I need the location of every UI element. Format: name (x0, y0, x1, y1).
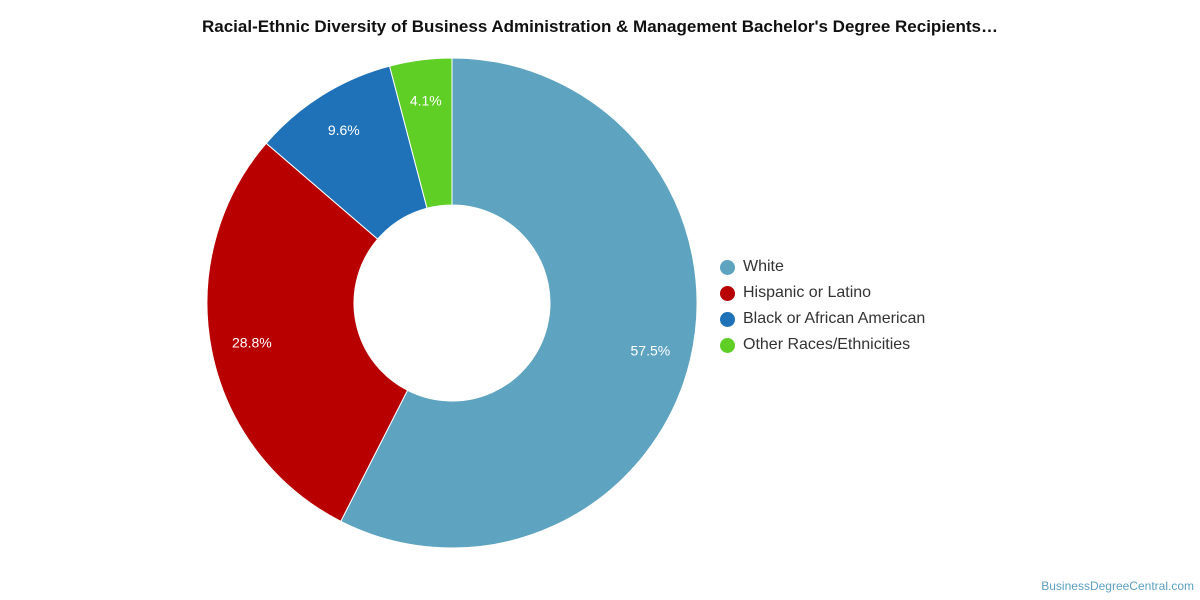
legend-swatch-white (720, 259, 735, 275)
legend-swatch-other-races-ethnicities (720, 337, 735, 353)
slice-label-white: 57.5% (631, 343, 671, 359)
slice-label-hispanic-or-latino: 28.8% (232, 334, 272, 350)
legend-label-black-or-african-american: Black or African American (743, 310, 926, 327)
legend-swatch-black-or-african-american (720, 311, 735, 327)
watermark[interactable]: BusinessDegreeCentral.com (1041, 579, 1194, 593)
legend-item-black-or-african-american[interactable]: Black or African American (720, 306, 925, 332)
slice-label-black-or-african-american: 9.6% (328, 122, 360, 138)
legend-item-hispanic-or-latino[interactable]: Hispanic or Latino (720, 280, 925, 306)
legend-item-white[interactable]: White (720, 254, 925, 280)
legend-label-other-races-ethnicities: Other Races/Ethnicities (743, 336, 911, 353)
slice-hispanic-or-latino[interactable] (206, 142, 409, 522)
legend-swatch-hispanic-or-latino (720, 285, 735, 301)
slice-white[interactable] (340, 57, 698, 549)
legend-label-white: White (743, 258, 784, 275)
slice-other-races-ethnicities[interactable] (388, 57, 453, 209)
legend-label-hispanic-or-latino: Hispanic or Latino (743, 284, 872, 301)
slice-label-other-races-ethnicities: 4.1% (410, 93, 442, 109)
legend-item-other-races-ethnicities[interactable]: Other Races/Ethnicities (720, 332, 925, 358)
chart-legend: White Hispanic or Latino Black or Africa… (720, 254, 925, 358)
chart-title: Racial-Ethnic Diversity of Business Admi… (201, 17, 998, 36)
